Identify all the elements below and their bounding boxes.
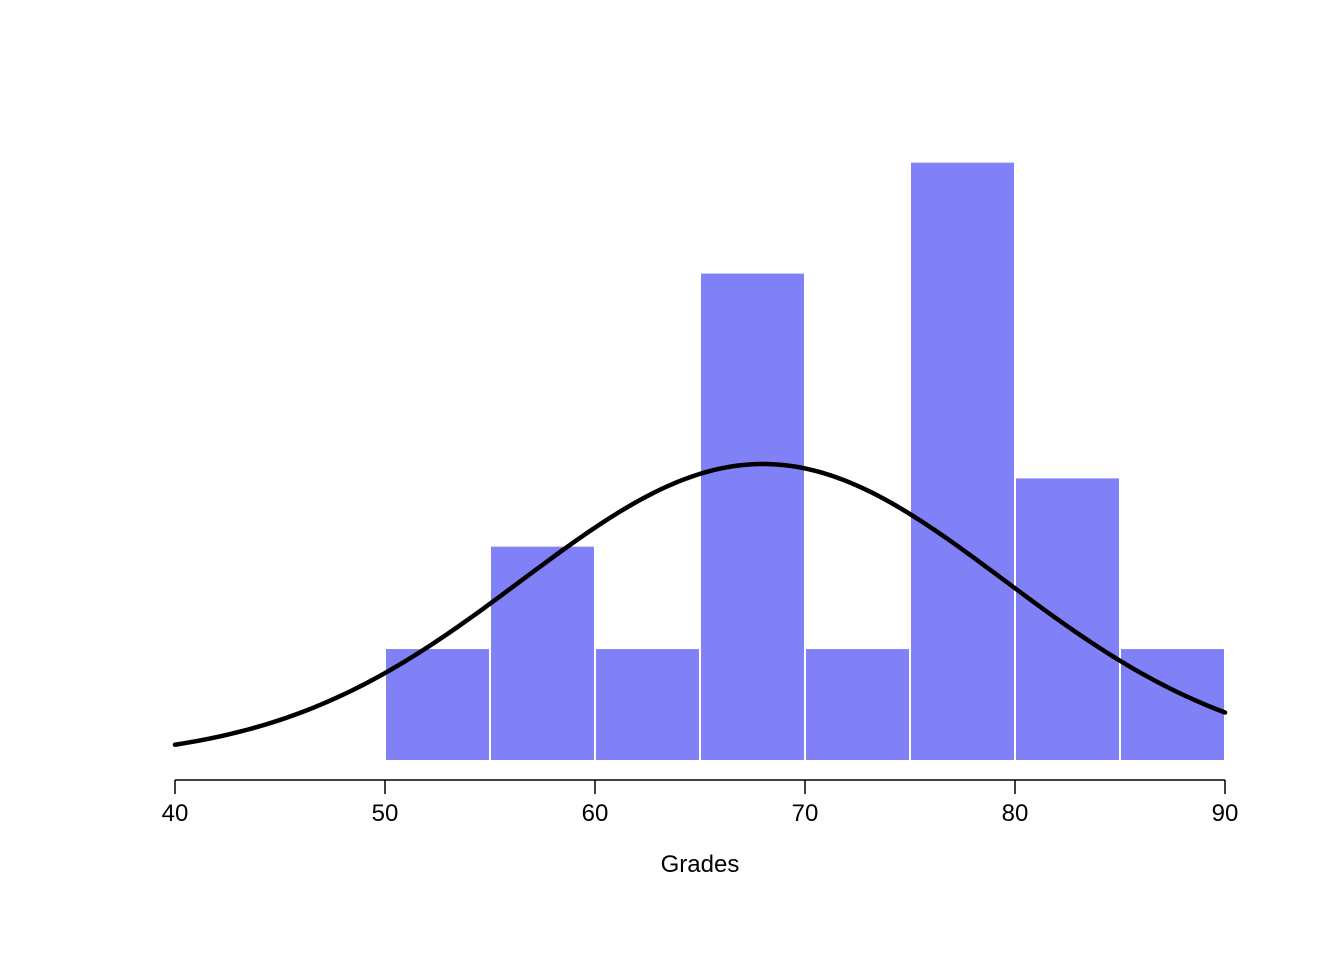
histogram-bar [911,163,1014,760]
histogram-bar [1016,478,1119,760]
x-axis-title: Grades [661,851,740,878]
chart-svg: 40 50 60 70 80 90 Grades [0,0,1344,960]
x-axis-tick-label: 50 [372,800,399,827]
histogram-bar [806,649,909,760]
histogram-chart: 40 50 60 70 80 90 Grades [0,0,1344,960]
x-axis-tick-label: 80 [1002,800,1029,827]
x-axis-tick-label: 60 [582,800,609,827]
x-axis-tick-label: 40 [162,800,189,827]
histogram-bar [701,274,804,760]
x-axis-tick-label: 90 [1212,800,1239,827]
chart-background [0,0,1344,960]
histogram-bar [596,649,699,760]
x-axis-tick-label: 70 [792,800,819,827]
histogram-bar [491,547,594,760]
